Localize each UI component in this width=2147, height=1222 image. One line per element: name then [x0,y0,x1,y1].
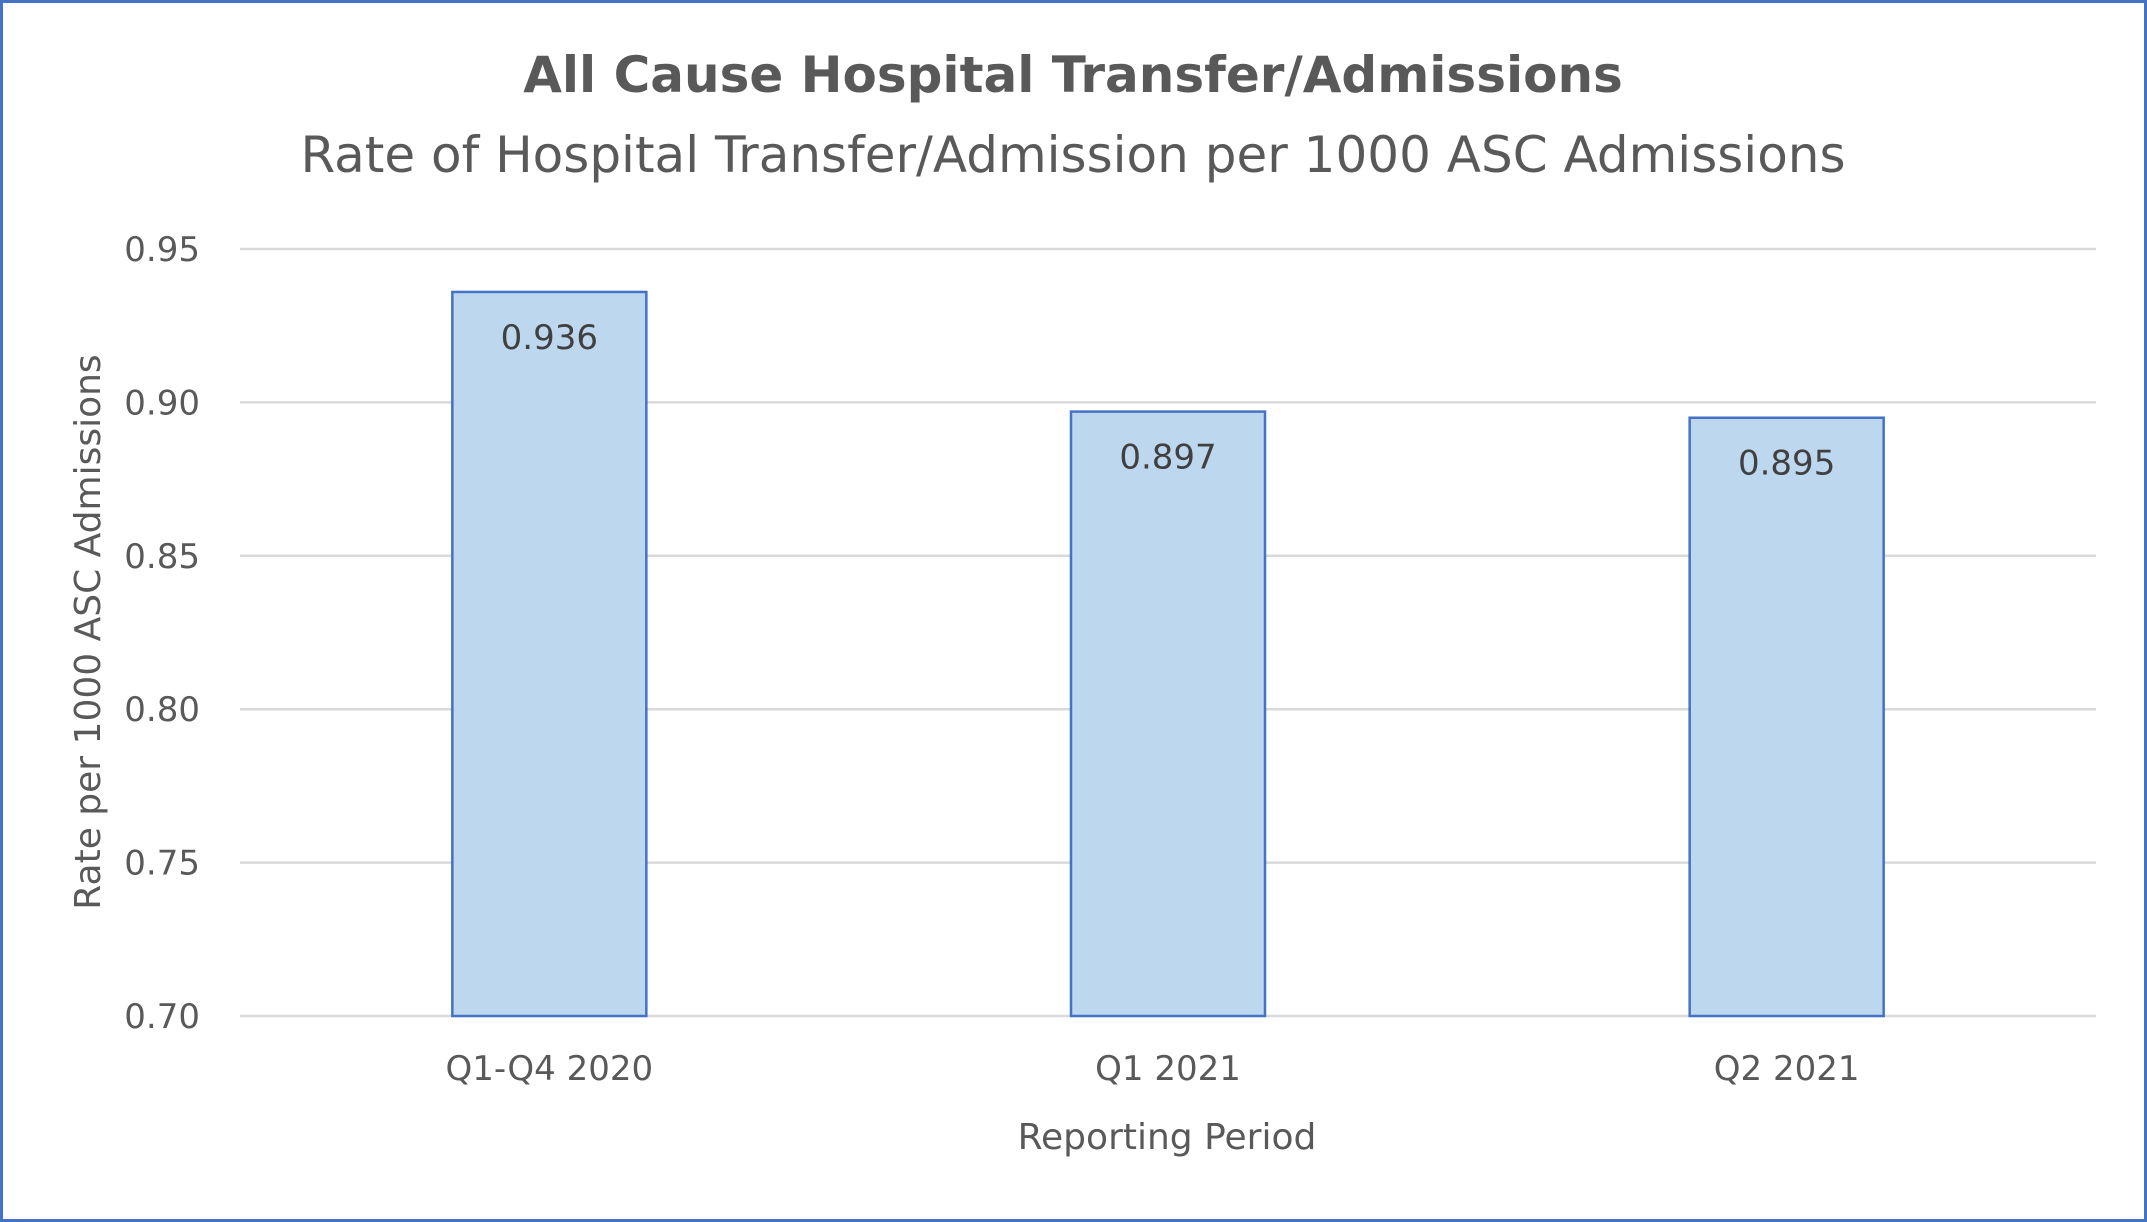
chart-subtitle: Rate of Hospital Transfer/Admission per … [300,126,1845,184]
x-tick-label: Q1-Q4 2020 [446,1049,654,1089]
bar [451,290,648,1018]
y-tick-label: 0.85 [124,537,200,577]
data-label: 0.895 [1738,444,1835,484]
bar [1069,410,1267,1018]
chart-title: All Cause Hospital Transfer/Admissions [523,46,1623,104]
data-label: 0.897 [1119,438,1216,478]
y-tick-label: 0.90 [124,383,200,423]
y-tick-labels: 0.70 0.75 0.80 0.85 0.90 0.95 [124,230,200,1037]
y-tick-label: 0.95 [124,230,200,270]
x-tick-labels: Q1-Q4 2020 Q1 2021 Q2 2021 [446,1049,1860,1089]
x-tick-label: Q1 2021 [1095,1049,1241,1089]
y-axis-title: Rate per 1000 ASC Admissions [68,354,109,909]
y-tick-label: 0.70 [124,997,200,1037]
data-label: 0.936 [501,318,598,358]
x-tick-label: Q2 2021 [1714,1049,1860,1089]
bar [1688,416,1885,1018]
bars [451,290,1885,1018]
y-tick-label: 0.75 [124,844,200,884]
y-tick-label: 0.80 [124,690,200,730]
data-labels: 0.936 0.897 0.895 [501,318,1836,484]
x-axis-title: Reporting Period [1018,1117,1317,1158]
